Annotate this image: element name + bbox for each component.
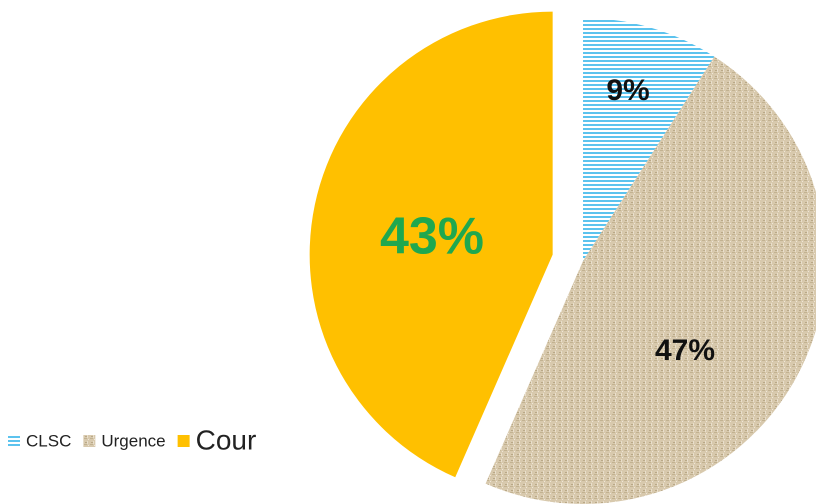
data-label: 43% <box>380 208 484 266</box>
data-label: 47% <box>655 334 715 367</box>
data-label: 9% <box>606 74 649 107</box>
pie-slice <box>583 18 715 261</box>
legend-swatch <box>177 435 190 447</box>
legend-label: CLSC <box>26 431 71 450</box>
pie-slice <box>485 56 816 504</box>
pie-slice <box>309 11 553 478</box>
legend-label: Cour <box>196 424 257 455</box>
legend-label: Urgence <box>101 431 165 450</box>
legend-swatch <box>8 435 20 447</box>
legend-swatch <box>83 435 96 447</box>
